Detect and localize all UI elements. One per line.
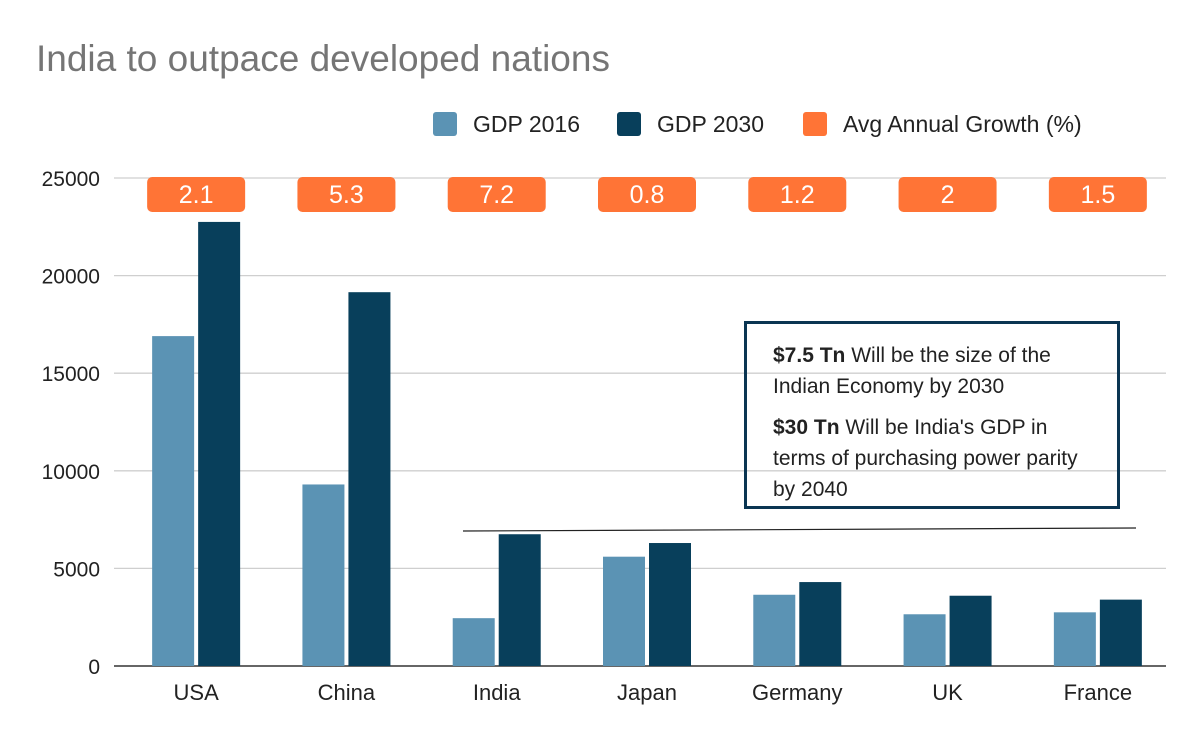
- callout-line-2: $30 Tn Will be India's GDP in terms of p…: [773, 412, 1095, 505]
- callout-box: $7.5 Tn Will be the size of the Indian E…: [744, 321, 1120, 509]
- growth-label: 2: [941, 181, 955, 209]
- bar-gdp-2016: [152, 336, 195, 666]
- x-tick-label: Japan: [617, 680, 677, 705]
- y-tick-label: 0: [88, 656, 100, 679]
- y-tick-label: 10000: [42, 461, 100, 484]
- bar-gdp-2016: [1053, 612, 1096, 666]
- legend-label-gdp-2030: GDP 2030: [657, 110, 764, 137]
- growth-badge: [447, 177, 546, 212]
- growth-badge: [748, 177, 847, 212]
- legend-label-growth: Avg Annual Growth (%): [843, 110, 1082, 137]
- y-tick-label: 20000: [42, 266, 100, 289]
- growth-label: 0.8: [630, 181, 665, 209]
- legend-swatch-growth: [803, 112, 827, 136]
- bar-gdp-2030: [1099, 599, 1142, 666]
- callout-figure-1: $7.5 Tn: [773, 344, 846, 367]
- legend-swatch-gdp-2016: [433, 112, 457, 136]
- bar-gdp-2030: [649, 543, 691, 666]
- bar-gdp-2016: [302, 484, 345, 666]
- x-tick-label: UK: [932, 680, 963, 705]
- legend-item-gdp-2016: GDP 2016: [433, 110, 580, 138]
- bar-gdp-2016: [753, 594, 796, 666]
- growth-label: 1.2: [780, 181, 815, 209]
- growth-label: 5.3: [329, 181, 364, 209]
- x-tick-label: USA: [174, 680, 220, 705]
- x-tick-label: India: [473, 680, 521, 705]
- bar-gdp-2030: [498, 534, 541, 666]
- growth-badge: [598, 177, 696, 212]
- x-tick-label: France: [1064, 680, 1132, 705]
- growth-badge: [1048, 177, 1147, 212]
- legend-swatch-gdp-2030: [617, 112, 641, 136]
- bar-gdp-2030: [949, 595, 992, 666]
- callout-line-1: $7.5 Tn Will be the size of the Indian E…: [773, 340, 1095, 402]
- bar-gdp-2030: [799, 582, 842, 666]
- growth-label: 2.1: [179, 181, 214, 209]
- growth-badge: [898, 177, 997, 212]
- bar-gdp-2030: [348, 292, 391, 666]
- y-tick-label: 15000: [42, 363, 100, 386]
- growth-badge: [297, 177, 396, 212]
- bar-gdp-2016: [603, 556, 645, 666]
- legend-item-growth: Avg Annual Growth (%): [803, 110, 1082, 138]
- bar-gdp-2030: [198, 221, 241, 667]
- bar-gdp-2016: [903, 614, 946, 666]
- legend-item-gdp-2030: GDP 2030: [617, 110, 764, 138]
- x-tick-label: China: [318, 680, 376, 705]
- callout-figure-2: $30 Tn: [773, 416, 840, 439]
- annotation-line: [462, 527, 1137, 532]
- growth-label: 1.5: [1080, 181, 1115, 209]
- growth-label: 7.2: [479, 181, 514, 209]
- y-tick-label: 25000: [42, 168, 100, 191]
- callout-text-2: Will be India's GDP in terms of purchasi…: [773, 416, 1078, 501]
- callout-text-1: Will be the size of the Indian Economy b…: [773, 344, 1051, 398]
- growth-badge: [147, 177, 246, 212]
- y-tick-label: 5000: [53, 558, 100, 581]
- legend-label-gdp-2016: GDP 2016: [473, 110, 580, 137]
- bar-gdp-2016: [452, 618, 495, 666]
- x-tick-label: Germany: [752, 680, 842, 705]
- chart-title: India to outpace developed nations: [36, 38, 610, 79]
